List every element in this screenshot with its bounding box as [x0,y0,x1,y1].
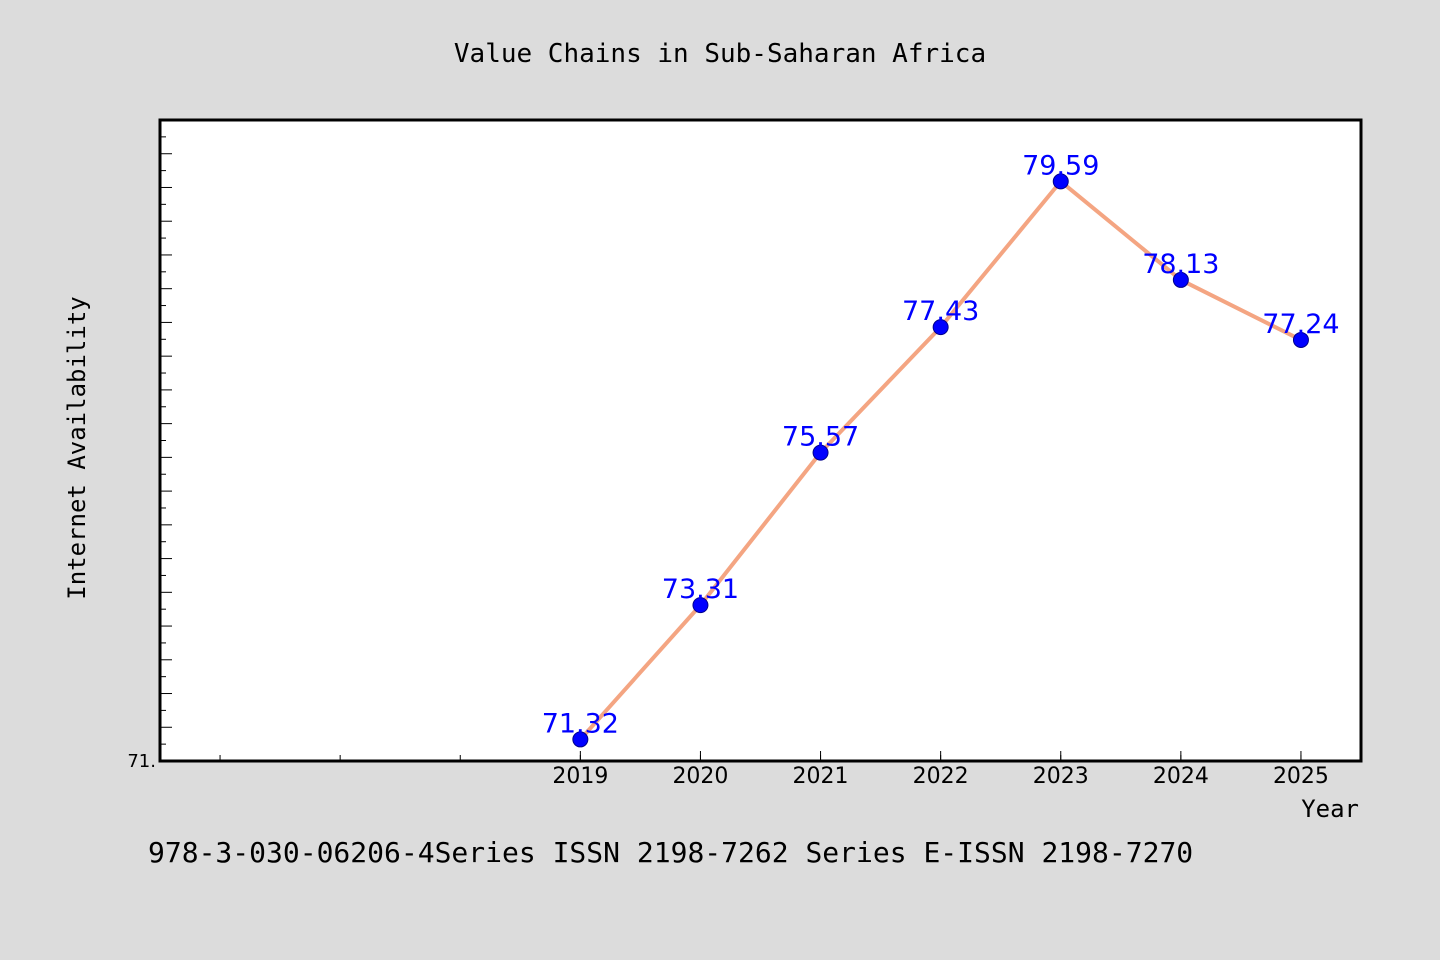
x-tick-label: 2019 [552,764,608,789]
x-axis-ticks [219,751,1302,761]
data-label-layer: 71.32 73.31 75.57 77.43 79.59 78.13 77.24 [542,150,1340,739]
x-tick-label: 2025 [1273,764,1329,789]
data-point [812,444,829,461]
x-axis-label: Year [1301,795,1359,823]
x-tick-label: 2022 [913,764,969,789]
y-axis-label: Internet Availability [63,296,91,599]
x-tick-label: 2024 [1153,764,1209,789]
data-point [692,597,709,614]
x-tick-label: 2020 [672,764,728,789]
x-axis-tick-labels: 2019 2020 2021 2022 2023 2024 2025 [552,764,1329,789]
data-label: 71.32 [542,708,619,739]
data-label: 77.24 [1262,309,1339,340]
chart-title: Value Chains in Sub-Saharan Africa [454,39,986,69]
data-point [1052,173,1069,190]
y-tick-label: 71. [127,751,156,772]
plot-area [158,118,1363,763]
data-label: 78.13 [1142,249,1219,280]
data-label: 79.59 [1022,150,1099,181]
footer-text: 978-3-030-06206-4Series ISSN 2198-7262 S… [148,836,1193,869]
data-point [572,731,589,748]
x-tick-label: 2023 [1033,764,1089,789]
x-tick-label: 2021 [793,764,849,789]
data-label: 77.43 [902,296,979,327]
data-point [1172,271,1189,288]
marker-layer [572,173,1309,748]
data-point [1292,331,1309,348]
data-label: 73.31 [662,574,739,605]
data-label: 75.57 [782,422,859,453]
y-axis-ticks [160,136,172,745]
y-axis-tick-labels: 71. [127,751,156,772]
data-point [932,319,949,336]
